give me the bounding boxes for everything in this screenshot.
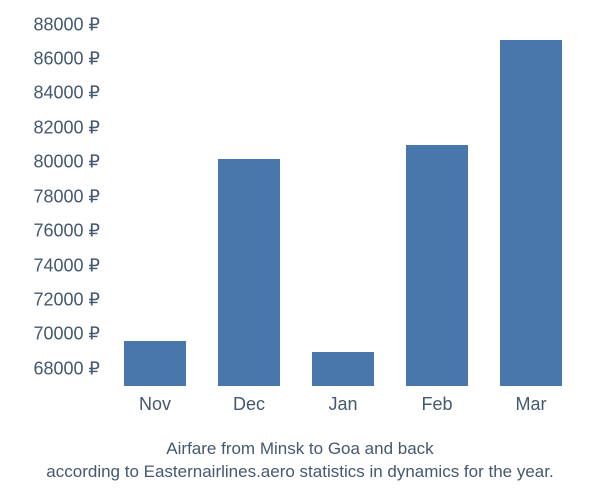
plot-area: 68000 ₽70000 ₽72000 ₽74000 ₽76000 ₽78000… — [108, 16, 578, 386]
y-tick-label: 74000 ₽ — [33, 255, 108, 276]
chart-caption: Airfare from Minsk to Goa and back accor… — [0, 438, 600, 484]
x-tick-label: Jan — [328, 386, 357, 415]
y-tick-label: 82000 ₽ — [33, 117, 108, 138]
y-tick-label: 68000 ₽ — [33, 358, 108, 379]
bar — [312, 352, 374, 386]
y-tick-label: 84000 ₽ — [33, 83, 108, 104]
x-tick-label: Dec — [233, 386, 265, 415]
x-tick-label: Nov — [139, 386, 171, 415]
bar — [406, 145, 468, 386]
airfare-chart: 68000 ₽ 70000 ₽ 72000 ₽ 74000 ₽ 76000 ₽ 78000… — [0, 0, 600, 500]
y-tick-label: 76000 ₽ — [33, 221, 108, 242]
y-tick-label: 72000 ₽ — [33, 289, 108, 310]
y-tick-label: 80000 ₽ — [33, 152, 108, 173]
y-tick-label: 70000 ₽ — [33, 324, 108, 345]
caption-line-2: according to Easternairlines.aero statis… — [0, 461, 600, 484]
y-tick-label: 86000 ₽ — [33, 49, 108, 70]
caption-line-1: Airfare from Minsk to Goa and back — [0, 438, 600, 461]
y-tick-label: 78000 ₽ — [33, 186, 108, 207]
y-tick-label: 88000 ₽ — [33, 14, 108, 35]
x-tick-label: Feb — [421, 386, 452, 415]
bar — [124, 341, 186, 386]
bar — [500, 40, 562, 386]
x-tick-label: Mar — [516, 386, 547, 415]
bar — [218, 159, 280, 386]
